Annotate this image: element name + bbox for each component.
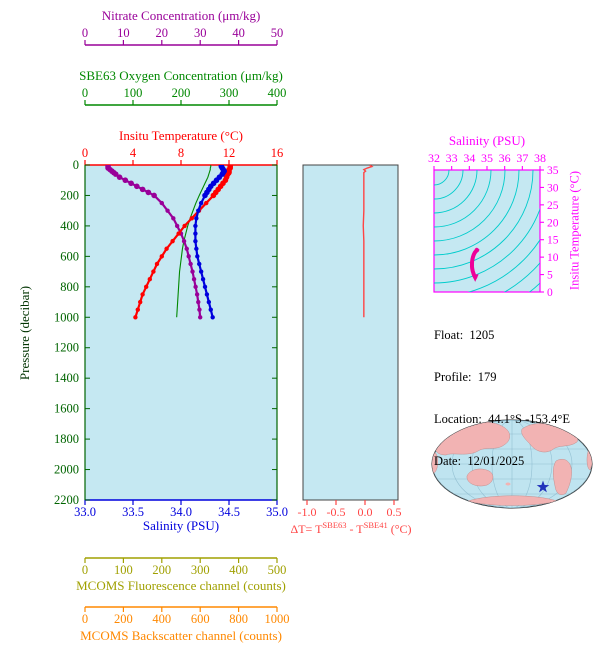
svg-text:36: 36 xyxy=(499,151,511,165)
svg-text:33.5: 33.5 xyxy=(122,505,144,519)
svg-text:38: 38 xyxy=(534,151,546,165)
svg-text:2000: 2000 xyxy=(54,463,79,477)
svg-text:-1.0: -1.0 xyxy=(298,505,317,519)
svg-text:400: 400 xyxy=(229,563,248,577)
delta-label-sup2: SBE41 xyxy=(363,520,388,530)
svg-text:0.0: 0.0 xyxy=(358,505,373,519)
svg-text:1400: 1400 xyxy=(54,371,79,385)
salinity-axis-title: Salinity (PSU) xyxy=(142,518,220,533)
delta-label-suffix: (°C) xyxy=(387,522,412,536)
svg-text:200: 200 xyxy=(152,563,171,577)
fluorescence-axis-title: MCOMS Fluorescence channel (counts) xyxy=(76,578,286,593)
svg-text:12: 12 xyxy=(223,146,236,160)
svg-text:0: 0 xyxy=(82,563,88,577)
svg-text:35.0: 35.0 xyxy=(266,505,288,519)
svg-text:30: 30 xyxy=(194,26,207,40)
temperature-axis-title: Insitu Temperature (°C) xyxy=(119,128,243,143)
svg-text:40: 40 xyxy=(232,26,245,40)
svg-text:100: 100 xyxy=(114,563,133,577)
oxygen-axis-title: SBE63 Oxygen Concentration (μm/kg) xyxy=(79,68,283,83)
svg-text:200: 200 xyxy=(114,612,133,626)
svg-text:34.5: 34.5 xyxy=(218,505,240,519)
delta-label-prefix: ΔT= T xyxy=(290,522,323,536)
svg-text:10: 10 xyxy=(547,252,559,264)
svg-text:100: 100 xyxy=(124,86,143,100)
ts-temperature-axis-title: Insitu Temperature (°C) xyxy=(567,170,582,291)
float-info-block: Float: 1205 Profile: 179 Location: 44.1°… xyxy=(434,300,570,496)
backscatter-axis-title: MCOMS Backscatter channel (counts) xyxy=(80,628,282,643)
delta-label-mid: - T xyxy=(346,522,364,536)
svg-text:32: 32 xyxy=(428,151,440,165)
svg-text:0: 0 xyxy=(73,158,79,172)
svg-text:33.0: 33.0 xyxy=(74,505,96,519)
svg-text:35: 35 xyxy=(547,165,559,177)
svg-text:50: 50 xyxy=(271,26,284,40)
svg-text:400: 400 xyxy=(60,219,79,233)
svg-text:0: 0 xyxy=(82,612,88,626)
info-line-date: Date: 12/01/2025 xyxy=(434,454,525,468)
svg-text:16: 16 xyxy=(271,146,284,160)
svg-text:15: 15 xyxy=(547,235,559,247)
nitrate-axis-title: Nitrate Concentration (μm/kg) xyxy=(101,8,261,23)
svg-text:400: 400 xyxy=(152,612,171,626)
svg-text:33: 33 xyxy=(446,151,458,165)
svg-text:1600: 1600 xyxy=(54,402,79,416)
svg-text:34: 34 xyxy=(463,151,475,165)
svg-text:200: 200 xyxy=(172,86,191,100)
svg-text:20: 20 xyxy=(547,217,559,229)
info-line-profile: Profile: 179 xyxy=(434,370,497,384)
svg-text:0.5: 0.5 xyxy=(387,505,402,519)
svg-text:800: 800 xyxy=(229,612,248,626)
svg-text:30: 30 xyxy=(547,182,559,194)
svg-text:0: 0 xyxy=(82,146,88,160)
svg-text:600: 600 xyxy=(60,249,79,263)
svg-text:-0.5: -0.5 xyxy=(327,505,346,519)
svg-text:400: 400 xyxy=(268,86,287,100)
svg-text:800: 800 xyxy=(60,280,79,294)
ts-salinity-axis-title: Salinity (PSU) xyxy=(448,133,526,148)
svg-text:1000: 1000 xyxy=(54,310,79,324)
svg-text:10: 10 xyxy=(117,26,130,40)
svg-text:5: 5 xyxy=(547,270,553,282)
svg-text:20: 20 xyxy=(156,26,169,40)
svg-text:37: 37 xyxy=(516,151,528,165)
delta-label-sup1: SBE63 xyxy=(322,520,347,530)
svg-text:2200: 2200 xyxy=(54,493,79,507)
delta-t-axis-title: ΔT= TSBE63 - TSBE41 (°C) xyxy=(276,520,426,537)
svg-text:0: 0 xyxy=(82,26,88,40)
svg-text:300: 300 xyxy=(220,86,239,100)
svg-text:4: 4 xyxy=(130,146,137,160)
svg-text:1800: 1800 xyxy=(54,432,79,446)
svg-text:35: 35 xyxy=(481,151,493,165)
svg-text:34.0: 34.0 xyxy=(170,505,192,519)
svg-text:300: 300 xyxy=(191,563,210,577)
svg-text:1200: 1200 xyxy=(54,341,79,355)
info-line-location: Location: 44.1°S -153.4°E xyxy=(434,412,571,426)
info-line-float: Float: 1205 xyxy=(434,328,495,342)
svg-text:8: 8 xyxy=(178,146,184,160)
svg-text:1000: 1000 xyxy=(265,612,290,626)
pressure-axis-title: Pressure (decibar) xyxy=(17,285,32,381)
svg-text:0: 0 xyxy=(82,86,88,100)
svg-text:200: 200 xyxy=(60,188,79,202)
svg-text:25: 25 xyxy=(547,200,559,212)
svg-text:0: 0 xyxy=(547,287,553,299)
svg-text:500: 500 xyxy=(268,563,287,577)
svg-text:600: 600 xyxy=(191,612,210,626)
